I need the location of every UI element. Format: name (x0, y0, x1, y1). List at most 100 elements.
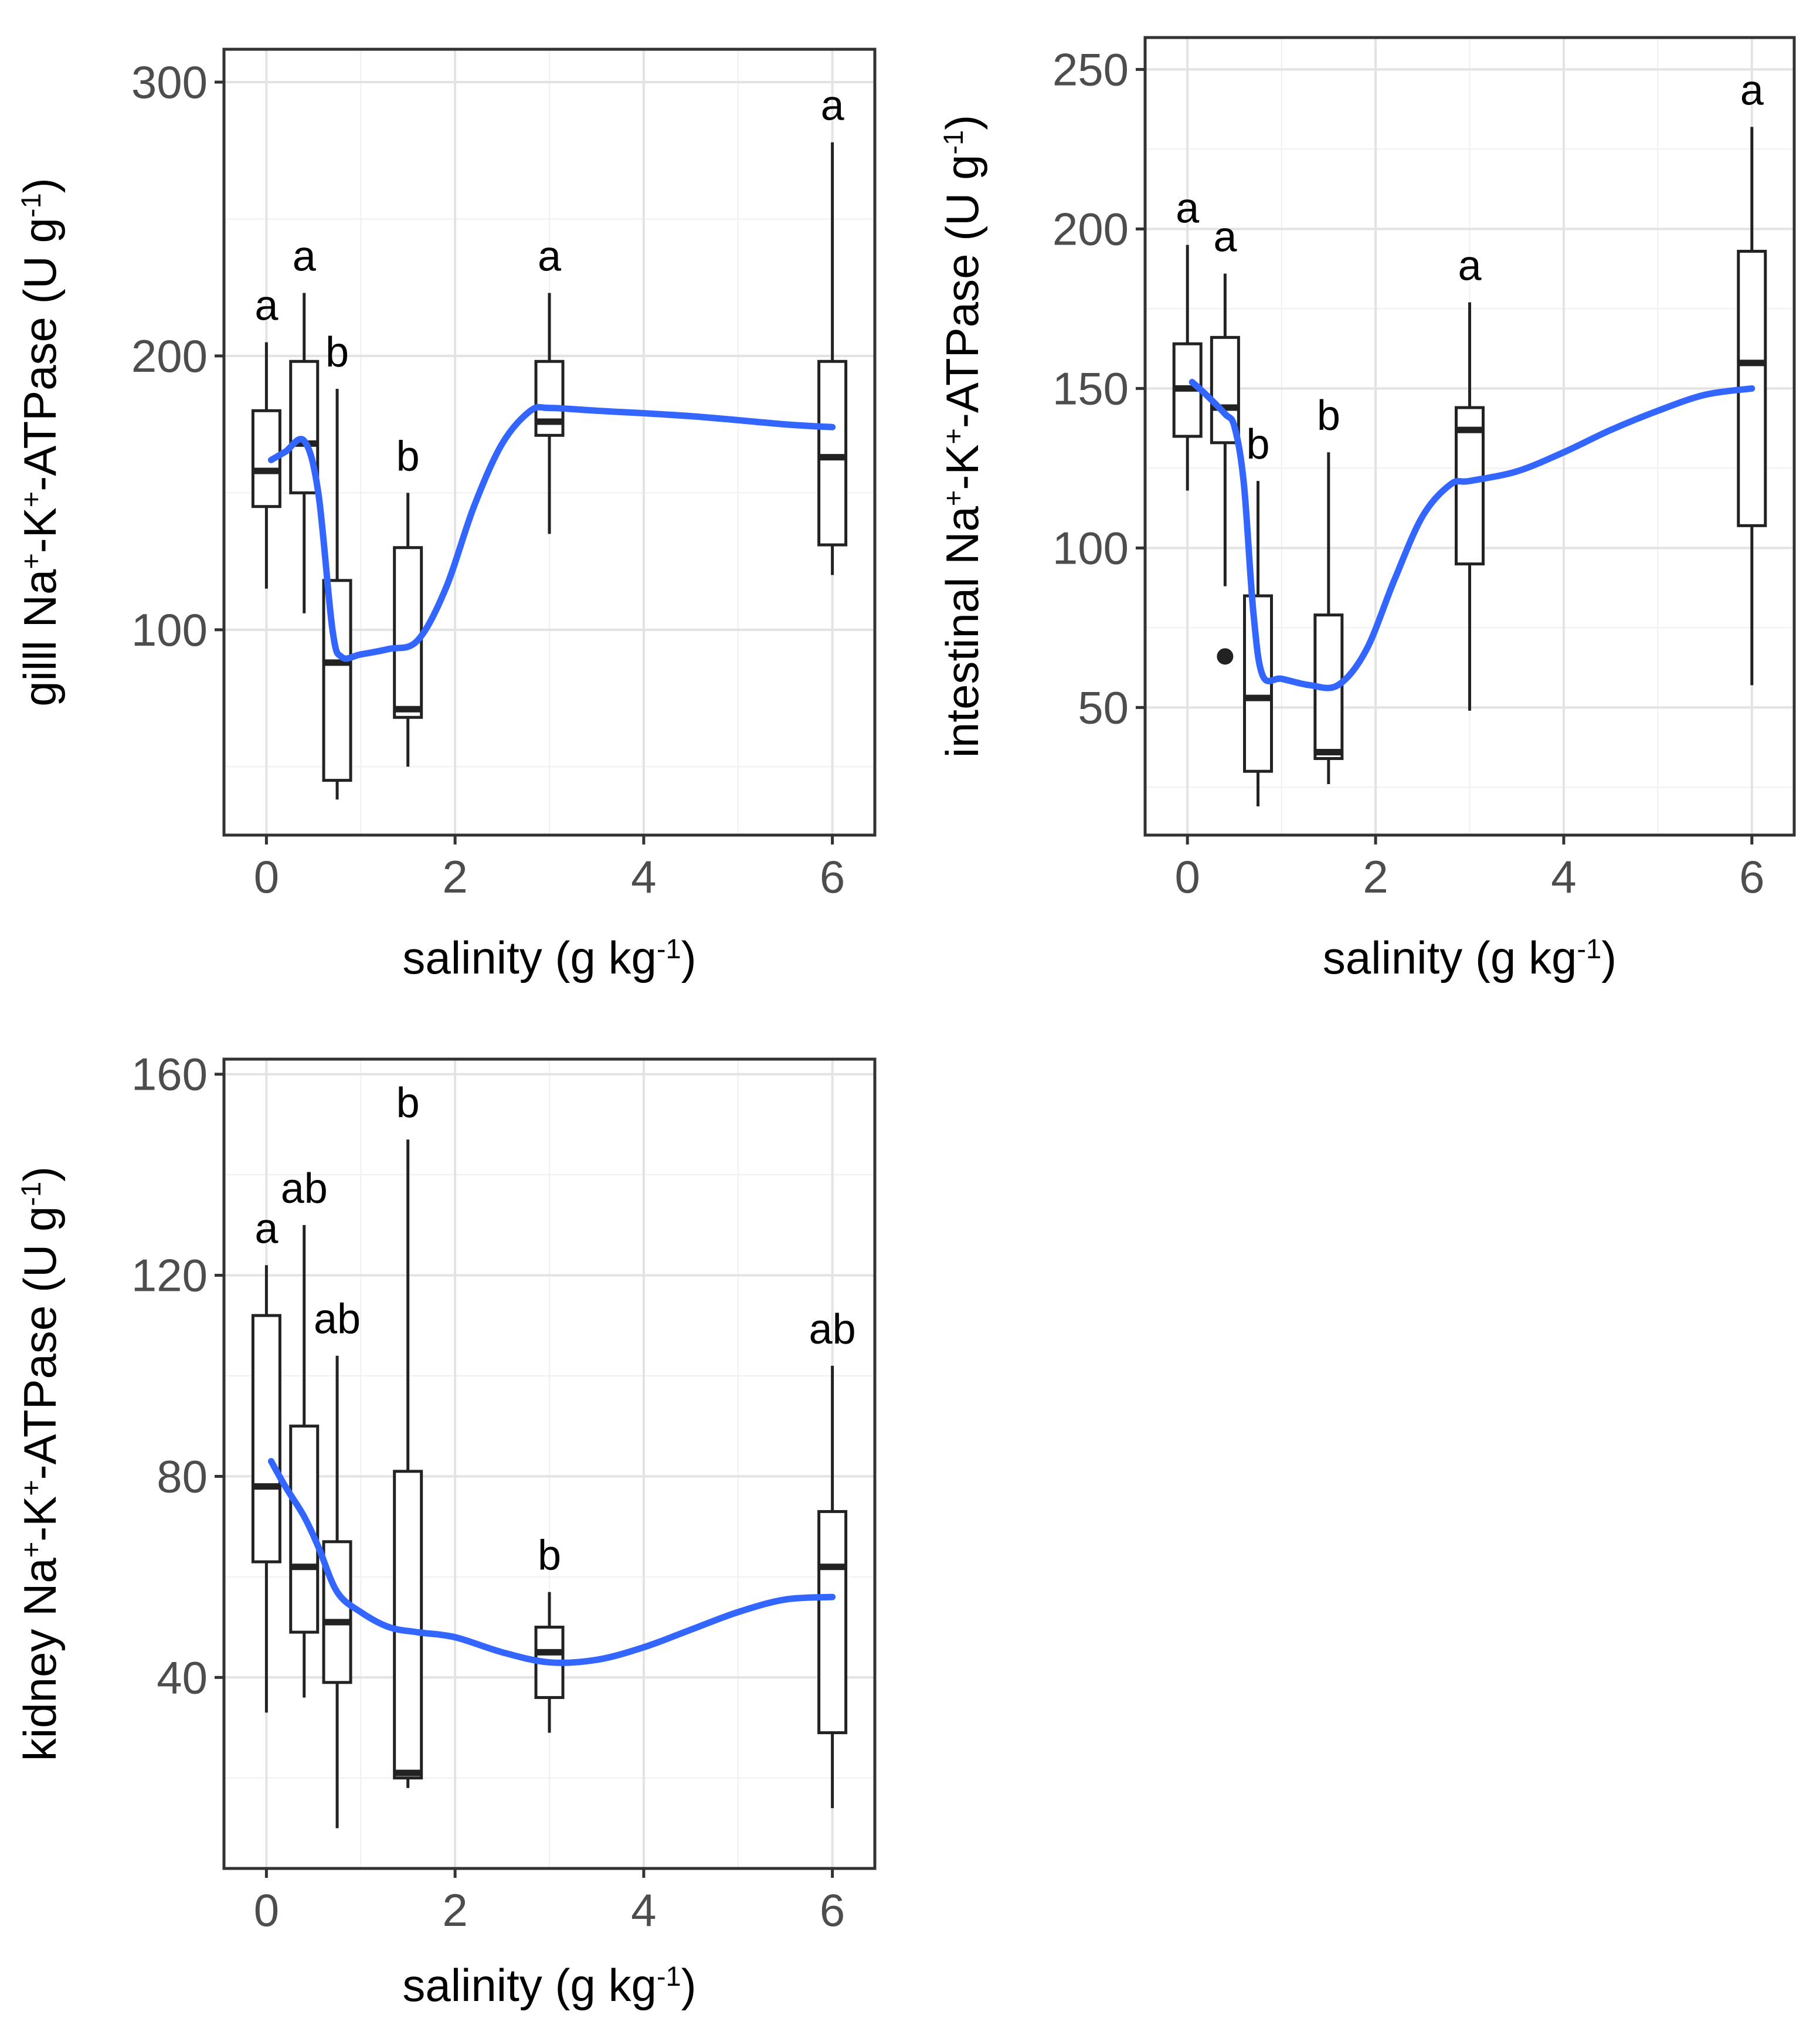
x-tick-label: 6 (1739, 851, 1764, 903)
box (289, 359, 320, 494)
outlier-point (1217, 648, 1234, 665)
box (393, 1470, 423, 1780)
significance-letter: a (1176, 185, 1200, 232)
y-tick-label: 80 (157, 1450, 208, 1502)
significance-letter: ab (809, 1306, 856, 1353)
superscript: + (15, 1542, 46, 1558)
significance-letter: a (293, 233, 317, 280)
significance-letter: ab (314, 1296, 361, 1343)
x-tick-label: 4 (631, 1884, 656, 1936)
superscript: -1 (657, 933, 681, 964)
label-part: -K (14, 1496, 66, 1542)
box (251, 1314, 281, 1563)
x-tick-label: 4 (1551, 851, 1576, 903)
y-tick-label: 250 (1052, 43, 1129, 95)
x-tick-label: 0 (1175, 851, 1200, 903)
smooth-line (1189, 379, 1756, 691)
panel-border (222, 1057, 877, 1870)
x-axis-title: salinity (g kg-1) (402, 1959, 696, 2011)
label-part: ) (1601, 932, 1617, 983)
label-part: -K (936, 445, 988, 490)
superscript: -1 (938, 130, 969, 155)
box (322, 579, 352, 782)
x-tick-label: 6 (820, 851, 845, 903)
y-tick-label: 200 (131, 330, 208, 382)
label-part: -ATPase (U g (14, 1206, 66, 1480)
box-group (393, 493, 423, 767)
label-part: salinity (g kg (1323, 932, 1577, 983)
significance-letter: a (254, 1205, 279, 1252)
superscript: + (15, 1480, 46, 1495)
box-group (393, 1139, 423, 1788)
box-group (251, 1265, 281, 1713)
label-part: -ATPase (U g (936, 154, 988, 428)
superscript: + (938, 428, 969, 444)
label-part: ) (936, 115, 988, 130)
significance-letter: b (396, 433, 420, 480)
significance-letter: a (538, 233, 562, 280)
significance-letter: b (396, 1080, 420, 1127)
x-tick-label: 4 (631, 851, 656, 903)
label-part: ) (681, 932, 697, 983)
x-tick-label: 6 (820, 1884, 845, 1936)
x-tick-label: 0 (254, 1884, 279, 1936)
superscript: -1 (15, 1182, 46, 1206)
box (1455, 406, 1485, 566)
smooth-line (267, 1458, 836, 1666)
smooth-line (267, 403, 836, 662)
x-tick-label: 2 (442, 1884, 467, 1936)
y-axis-title: kidney Na+-K+-ATPase (U g-1) (14, 1166, 66, 1761)
label-part: ) (681, 1959, 697, 2011)
superscript: -1 (15, 193, 46, 218)
x-axis-title: salinity (g kg-1) (1323, 932, 1617, 983)
y-tick-label: 40 (157, 1651, 208, 1703)
panel-border (222, 48, 877, 837)
superscript: -1 (1577, 933, 1601, 964)
label-part: intestinal Na (936, 506, 988, 758)
x-axis-title: salinity (g kg-1) (402, 932, 696, 983)
label-part: ) (14, 1166, 66, 1182)
box-group (534, 293, 565, 534)
x-tick-label: 0 (254, 851, 279, 903)
box (817, 359, 848, 547)
y-tick-label: 160 (131, 1049, 208, 1100)
y-tick-label: 100 (1052, 522, 1129, 574)
label-part: salinity (g kg (402, 1959, 657, 2011)
significance-letter: a (1213, 214, 1237, 261)
label-part: gilll Na (14, 569, 66, 707)
superscript: + (15, 553, 46, 569)
significance-letter: a (1740, 67, 1764, 114)
significance-letter: b (325, 329, 349, 376)
box-group (817, 142, 848, 575)
y-axis-title: intestinal Na+-K+-ATPase (U g-1) (936, 115, 988, 758)
significance-letter: b (1246, 421, 1269, 468)
label-part: ) (14, 178, 66, 193)
significance-letter: b (538, 1532, 561, 1579)
label-part: salinity (g kg (402, 932, 657, 983)
y-tick-label: 200 (1052, 203, 1129, 255)
significance-letter: b (1317, 392, 1340, 439)
significance-letter: ab (281, 1165, 328, 1212)
superscript: + (938, 490, 969, 506)
y-axis-title: gilll Na+-K+-ATPase (U g-1) (14, 178, 66, 706)
box-group (1455, 302, 1485, 711)
superscript: -1 (657, 1961, 681, 1992)
y-tick-label: 300 (131, 56, 208, 108)
y-tick-label: 120 (131, 1250, 208, 1301)
box-group (817, 1365, 848, 1809)
significance-letter: a (254, 283, 279, 330)
significance-letter: a (1458, 243, 1482, 290)
panel-border (1143, 36, 1796, 837)
label-part: kidney Na (14, 1558, 66, 1761)
superscript: + (15, 491, 46, 507)
box (817, 1510, 848, 1735)
significance-letter: a (821, 83, 845, 130)
y-tick-label: 50 (1078, 681, 1129, 733)
y-tick-label: 150 (1052, 362, 1129, 414)
x-tick-label: 2 (442, 851, 467, 903)
label-part: -K (14, 507, 66, 553)
